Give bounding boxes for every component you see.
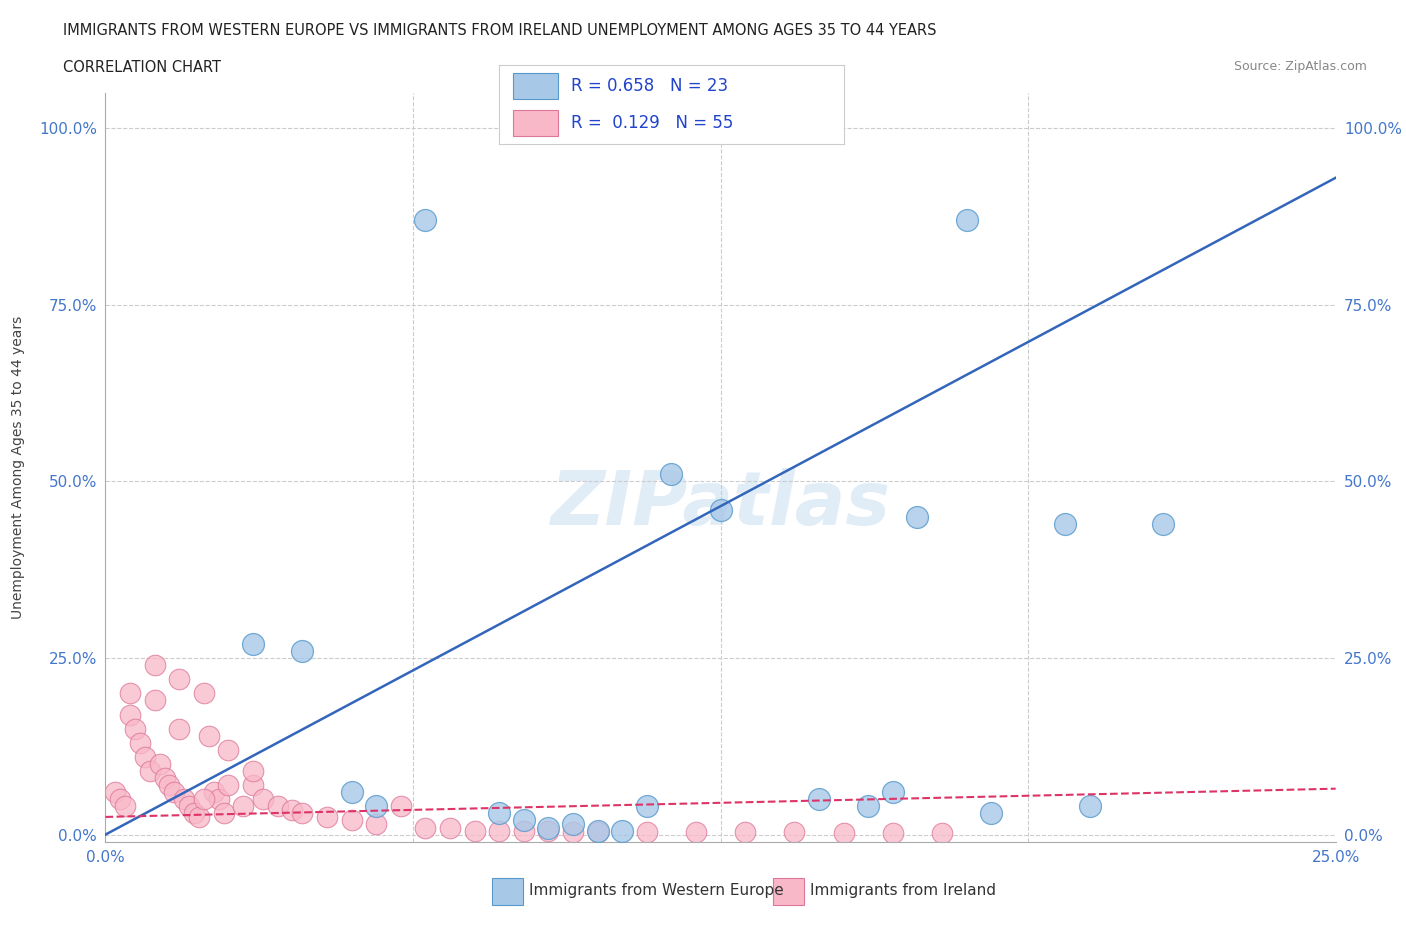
Bar — [492, 878, 523, 905]
Point — [931, 826, 953, 841]
Point — [173, 791, 195, 806]
Point — [464, 824, 486, 839]
Point — [104, 785, 127, 800]
Point — [685, 825, 707, 840]
Text: R =  0.129   N = 55: R = 0.129 N = 55 — [571, 113, 734, 132]
Point — [488, 806, 510, 821]
Point — [143, 693, 166, 708]
Point — [169, 721, 191, 736]
Point — [832, 826, 855, 841]
Point — [291, 806, 314, 821]
Point — [1153, 516, 1175, 531]
Point — [513, 813, 536, 828]
Point — [415, 213, 437, 228]
Point — [138, 764, 162, 778]
Point — [202, 785, 225, 800]
Point — [208, 791, 231, 806]
Point — [882, 785, 904, 800]
Text: Source: ZipAtlas.com: Source: ZipAtlas.com — [1233, 60, 1367, 73]
Point — [907, 510, 929, 525]
Point — [562, 824, 585, 839]
Point — [120, 686, 141, 701]
Point — [252, 791, 274, 806]
Point — [218, 777, 240, 792]
Point — [153, 771, 176, 786]
Point — [291, 644, 314, 658]
Point — [661, 467, 683, 482]
Text: ZIPatlas: ZIPatlas — [551, 469, 890, 541]
Point — [513, 824, 536, 839]
Text: Immigrants from Ireland: Immigrants from Ireland — [810, 884, 995, 898]
Point — [315, 809, 337, 824]
Point — [734, 825, 756, 840]
Point — [1054, 516, 1077, 531]
Point — [710, 502, 733, 517]
Point — [212, 806, 235, 821]
Point — [149, 756, 172, 771]
Point — [129, 736, 152, 751]
Text: Immigrants from Western Europe: Immigrants from Western Europe — [529, 884, 783, 898]
Point — [610, 824, 633, 839]
Point — [956, 213, 979, 228]
Text: R = 0.658   N = 23: R = 0.658 N = 23 — [571, 77, 728, 96]
Point — [267, 799, 290, 814]
Point — [163, 785, 186, 800]
Point — [537, 824, 560, 839]
Point — [389, 799, 412, 814]
Point — [586, 824, 609, 839]
Point — [340, 813, 363, 828]
Point — [340, 785, 363, 800]
Point — [193, 686, 215, 701]
Point — [124, 721, 146, 736]
Point — [134, 750, 156, 764]
Point — [114, 799, 136, 814]
Point — [980, 806, 1002, 821]
Y-axis label: Unemployment Among Ages 35 to 44 years: Unemployment Among Ages 35 to 44 years — [11, 315, 25, 619]
Point — [169, 671, 191, 686]
Text: IMMIGRANTS FROM WESTERN EUROPE VS IMMIGRANTS FROM IRELAND UNEMPLOYMENT AMONG AGE: IMMIGRANTS FROM WESTERN EUROPE VS IMMIGR… — [63, 23, 936, 38]
Point — [242, 764, 264, 778]
Bar — [513, 110, 558, 137]
Point — [586, 825, 609, 840]
Point — [1078, 799, 1101, 814]
Point — [537, 820, 560, 835]
Point — [193, 791, 215, 806]
Bar — [773, 878, 804, 905]
Point — [439, 820, 461, 835]
Point — [188, 809, 211, 824]
Point — [242, 636, 264, 651]
Point — [183, 806, 205, 821]
Point — [807, 791, 830, 806]
Point — [636, 799, 658, 814]
Point — [179, 799, 201, 814]
Text: CORRELATION CHART: CORRELATION CHART — [63, 60, 221, 75]
Point — [281, 803, 304, 817]
Point — [120, 707, 141, 722]
Point — [636, 825, 658, 840]
Point — [110, 791, 132, 806]
Point — [366, 799, 388, 814]
Point — [562, 817, 585, 831]
Point — [143, 658, 166, 672]
Point — [882, 826, 904, 841]
Point — [242, 777, 264, 792]
Point — [488, 824, 510, 839]
Point — [783, 825, 806, 840]
Point — [858, 799, 880, 814]
Point — [232, 799, 254, 814]
Bar — [513, 73, 558, 100]
Point — [366, 817, 388, 831]
Point — [159, 777, 180, 792]
Point — [218, 742, 240, 757]
Point — [197, 728, 221, 743]
Point — [415, 820, 437, 835]
